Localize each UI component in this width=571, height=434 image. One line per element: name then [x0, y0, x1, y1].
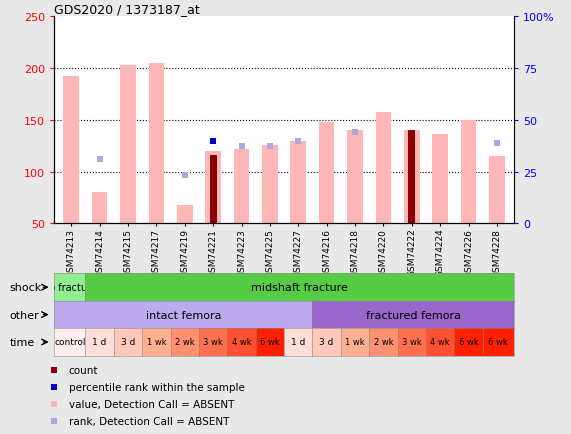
- Bar: [432, 135, 448, 224]
- Text: other: other: [10, 310, 39, 320]
- Text: 3 wk: 3 wk: [402, 338, 421, 347]
- Text: 6 wk: 6 wk: [488, 338, 508, 347]
- Text: no fracture: no fracture: [43, 283, 97, 293]
- Bar: [210, 156, 216, 224]
- Text: 1 d: 1 d: [93, 338, 107, 347]
- Bar: [262, 145, 278, 224]
- Text: 1 wk: 1 wk: [147, 338, 166, 347]
- Bar: [376, 112, 391, 224]
- Text: intact femora: intact femora: [146, 310, 221, 320]
- Bar: [489, 157, 505, 224]
- Text: rank, Detection Call = ABSENT: rank, Detection Call = ABSENT: [69, 417, 229, 427]
- Text: control: control: [54, 338, 86, 347]
- Text: 3 d: 3 d: [121, 338, 135, 347]
- Text: 4 wk: 4 wk: [431, 338, 450, 347]
- Bar: [291, 141, 306, 224]
- Text: midshaft fracture: midshaft fracture: [251, 283, 348, 293]
- Bar: [148, 64, 164, 224]
- Bar: [234, 150, 250, 224]
- Bar: [120, 66, 136, 224]
- Bar: [404, 131, 420, 224]
- Text: GDS2020 / 1373187_at: GDS2020 / 1373187_at: [54, 3, 200, 16]
- Text: 6 wk: 6 wk: [459, 338, 478, 347]
- Text: 2 wk: 2 wk: [373, 338, 393, 347]
- Text: value, Detection Call = ABSENT: value, Detection Call = ABSENT: [69, 399, 234, 409]
- Text: fractured femora: fractured femora: [365, 310, 461, 320]
- Bar: [177, 205, 192, 224]
- Text: 4 wk: 4 wk: [232, 338, 251, 347]
- Text: percentile rank within the sample: percentile rank within the sample: [69, 382, 244, 392]
- Text: 3 wk: 3 wk: [203, 338, 223, 347]
- Text: count: count: [69, 365, 98, 375]
- Bar: [92, 193, 107, 224]
- Text: 1 wk: 1 wk: [345, 338, 365, 347]
- Text: 2 wk: 2 wk: [175, 338, 195, 347]
- Bar: [408, 131, 415, 224]
- Bar: [461, 121, 476, 224]
- Text: 6 wk: 6 wk: [260, 338, 280, 347]
- Bar: [347, 131, 363, 224]
- Text: 3 d: 3 d: [319, 338, 334, 347]
- Text: shock: shock: [10, 283, 42, 293]
- Bar: [63, 77, 79, 224]
- Text: time: time: [10, 337, 35, 347]
- Bar: [319, 123, 335, 224]
- Text: 1 d: 1 d: [291, 338, 305, 347]
- Bar: [206, 151, 221, 224]
